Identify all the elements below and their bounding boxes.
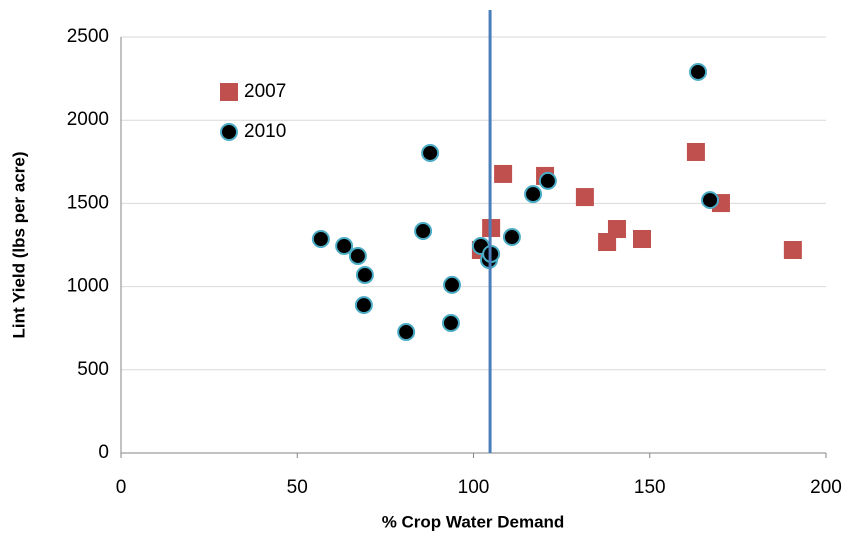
point	[397, 323, 416, 342]
y-tick-label: 1000	[67, 276, 109, 297]
y-tick-label: 2000	[67, 109, 109, 130]
legend-label: 2007	[244, 81, 286, 102]
y-axis-label: Lint Yield (lbs per acre)	[9, 151, 28, 338]
point	[538, 171, 557, 190]
x-tick-label: 50	[287, 477, 308, 498]
legend-label: 2010	[244, 121, 286, 142]
point	[701, 191, 720, 210]
point	[355, 265, 374, 284]
point	[524, 185, 543, 204]
point	[494, 164, 513, 183]
x-tick-label: 0	[116, 477, 127, 498]
point	[442, 275, 461, 294]
x-tick-label: 150	[634, 477, 666, 498]
point	[421, 143, 440, 162]
x-tick-label: 100	[458, 477, 490, 498]
point	[414, 222, 433, 241]
x-tick-label: 200	[810, 477, 842, 498]
point	[311, 230, 330, 249]
point	[502, 228, 521, 247]
point	[354, 296, 373, 315]
point	[575, 188, 594, 207]
point	[686, 142, 705, 161]
point	[348, 246, 367, 265]
point	[607, 220, 626, 239]
x-axis-label: % Crop Water Demand	[382, 512, 565, 531]
y-tick-label: 500	[77, 359, 109, 380]
point	[632, 230, 651, 249]
point	[335, 236, 354, 255]
y-tick-label: 1500	[67, 192, 109, 213]
point	[783, 240, 802, 259]
point	[441, 314, 460, 333]
legend-marker	[220, 83, 238, 101]
point	[689, 62, 708, 81]
y-tick-label: 2500	[67, 26, 109, 47]
legend-marker	[220, 123, 238, 141]
y-tick-label: 0	[98, 442, 109, 463]
